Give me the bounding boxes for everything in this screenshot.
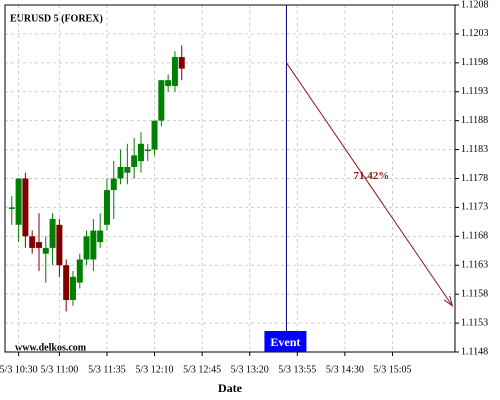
candle-body	[117, 166, 124, 179]
event-box	[264, 331, 307, 352]
x-tick-label: 5/3 10:30	[0, 364, 38, 375]
candle-body	[90, 230, 97, 260]
candle-body	[29, 236, 36, 248]
event-label: Event	[270, 335, 300, 349]
x-tick-label: 5/3 13:20	[231, 364, 269, 375]
candle-body	[151, 120, 158, 150]
candle-body	[83, 236, 90, 260]
y-tick-label: 1.1158	[461, 288, 488, 299]
candle-body	[110, 178, 117, 191]
plot-frame	[4, 4, 456, 353]
chart-title: EURUSD 5 (FOREX)	[10, 13, 103, 24]
y-tick-label: 1.1188	[461, 115, 488, 126]
x-tick-label: 5/3 11:00	[41, 364, 79, 375]
x-tick-label: 5/3 12:45	[183, 364, 221, 375]
candle-body	[171, 57, 178, 86]
candle-body	[76, 259, 83, 283]
y-tick-label: 1.1193	[461, 86, 488, 97]
y-tick-label: 1.1173	[461, 202, 488, 213]
candle-body	[22, 178, 29, 237]
y-tick-label: 1.1203	[461, 28, 489, 39]
candle-body	[97, 230, 104, 243]
candle-body	[69, 276, 76, 300]
y-tick-label: 1.1168	[461, 231, 488, 242]
y-tick-label: 1.1198	[461, 57, 488, 68]
x-axis-label: Date	[218, 381, 243, 395]
y-tick-label: 1.1183	[461, 144, 488, 155]
candle-body	[49, 218, 56, 248]
candle-body	[144, 149, 151, 152]
candle-body	[15, 178, 22, 225]
candle-body	[158, 80, 165, 121]
candle-body	[124, 166, 131, 173]
y-tick-label: 1.1208	[461, 0, 489, 10]
y-tick-label: 1.1178	[461, 173, 488, 184]
y-tick-label: 1.1163	[461, 260, 488, 271]
forecast-arrow	[286, 62, 453, 307]
watermark: www.delkos.com	[15, 342, 87, 353]
candle-body	[63, 265, 70, 300]
y-tick-label: 1.1153	[461, 317, 488, 328]
x-tick-label: 5/3 14:30	[326, 364, 364, 375]
x-tick-label: 5/3 15:05	[373, 364, 411, 375]
candle-body	[165, 80, 172, 86]
candle-body	[56, 224, 63, 266]
forecast-label: 71.42%	[353, 170, 389, 182]
x-tick-label: 5/3 11:35	[88, 364, 126, 375]
candle-body	[8, 207, 15, 209]
y-tick-label: 1.1148	[461, 346, 488, 357]
candle-body	[178, 57, 185, 69]
candle-body	[42, 247, 49, 254]
x-tick-label: 5/3 12:10	[136, 364, 174, 375]
x-tick-label: 5/3 13:55	[278, 364, 316, 375]
candle-body	[35, 242, 42, 248]
arrow-head	[443, 295, 454, 307]
candle-body	[131, 155, 138, 167]
candle-body	[137, 143, 144, 162]
candle-body	[103, 190, 110, 225]
